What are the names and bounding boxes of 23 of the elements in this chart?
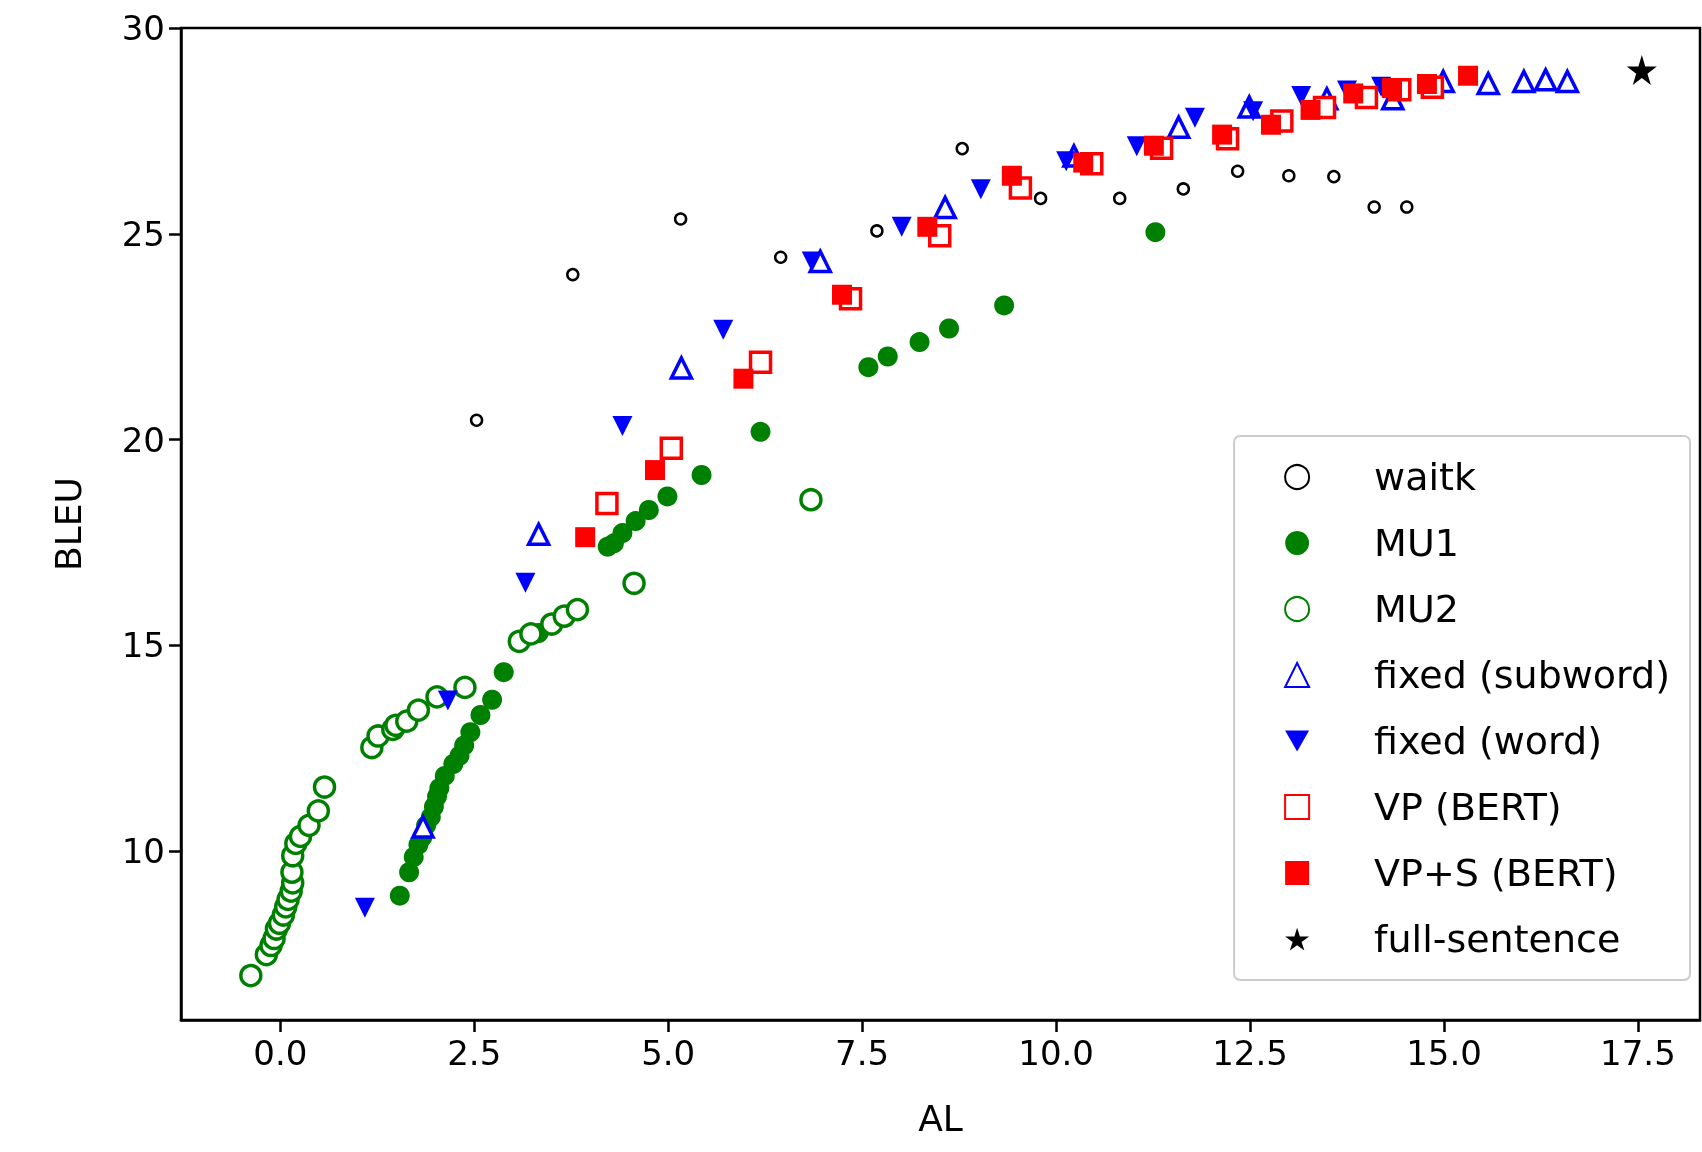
y-tick-label: 20 — [121, 419, 165, 460]
legend-label: fixed (word) — [1374, 719, 1602, 763]
legend-label: full-sentence — [1374, 917, 1621, 961]
x-tick-label: 7.5 — [835, 1033, 890, 1073]
x-tick-label: 10.0 — [1018, 1033, 1094, 1073]
y-tick-label: 30 — [121, 8, 165, 48]
x-tick-label: 0.0 — [253, 1033, 308, 1073]
x-tick-label: 5.0 — [641, 1033, 696, 1073]
x-tick-label: 2.5 — [447, 1033, 502, 1073]
y-tick-label: 25 — [121, 213, 165, 254]
x-tick-label: 12.5 — [1212, 1033, 1288, 1073]
y-tick-label: 15 — [121, 625, 165, 666]
legend-label: waitk — [1374, 455, 1476, 499]
legend-label: fixed (subword) — [1374, 653, 1671, 697]
legend-label: MU2 — [1374, 587, 1459, 631]
legend-label: MU1 — [1374, 521, 1459, 565]
x-tick-label: 17.5 — [1600, 1033, 1676, 1073]
y-axis-title: BLEU — [47, 477, 89, 571]
legend-label: VP (BERT) — [1374, 785, 1562, 829]
x-tick-label: 15.0 — [1406, 1033, 1482, 1073]
legend-label: VP+S (BERT) — [1374, 851, 1618, 895]
x-axis-title: AL — [918, 1097, 963, 1139]
y-tick-label: 10 — [121, 831, 165, 872]
